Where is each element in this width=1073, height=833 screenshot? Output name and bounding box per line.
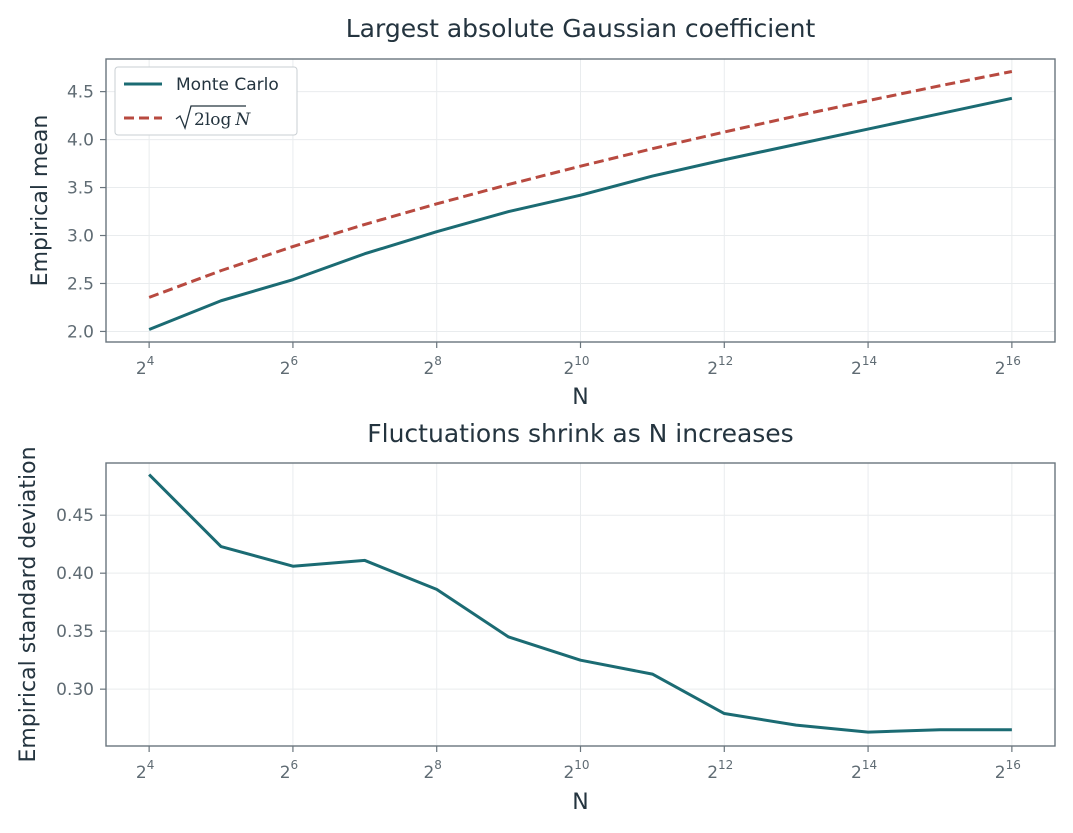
x-tick-base: 2 xyxy=(851,763,862,783)
y-tick-label: 3.5 xyxy=(67,179,94,199)
x-tick-exponent: 12 xyxy=(718,354,733,368)
x-tick-label: 210 xyxy=(563,758,589,783)
x-tick-exponent: 14 xyxy=(862,354,877,368)
x-tick-base: 2 xyxy=(280,763,291,783)
x-tick-label: 210 xyxy=(563,354,589,379)
x-tick-label: 212 xyxy=(707,758,733,783)
x-tick-base: 2 xyxy=(136,359,147,379)
legend-label-1: Monte Carlo xyxy=(176,75,279,95)
x-tick-exponent: 6 xyxy=(291,354,299,368)
y-tick-label: 3.0 xyxy=(67,227,94,247)
series-line-std xyxy=(148,473,1012,734)
x-tick-exponent: 4 xyxy=(147,354,155,368)
x-tick-base: 2 xyxy=(851,359,862,379)
x-tick-label: 214 xyxy=(851,354,877,379)
x-tick-exponent: 4 xyxy=(147,758,155,772)
y-axis-label: Empirical standard deviation xyxy=(16,446,41,762)
x-tick-label: 24 xyxy=(136,758,154,783)
x-tick-base: 2 xyxy=(423,763,434,783)
y-tick-label: 0.40 xyxy=(56,564,94,584)
series-line-monte-carlo xyxy=(148,96,1013,331)
x-tick-exponent: 12 xyxy=(718,758,733,772)
y-tick-label: 0.35 xyxy=(56,622,94,642)
x-tick-base: 2 xyxy=(707,763,718,783)
x-tick-label: 28 xyxy=(423,758,441,783)
y-tick-label: 2.5 xyxy=(67,274,94,294)
x-axis-label: N xyxy=(572,790,588,815)
x-tick-exponent: 16 xyxy=(1006,758,1021,772)
legend: Monte Carlo 2log N xyxy=(114,66,298,136)
x-tick-label: 212 xyxy=(707,354,733,379)
radical-sign xyxy=(175,105,246,130)
y-tick-label: 0.30 xyxy=(56,680,94,700)
x-tick-label: 216 xyxy=(995,758,1021,783)
x-tick-exponent: 8 xyxy=(434,354,442,368)
x-tick-label: 26 xyxy=(280,354,298,379)
x-tick-label: 214 xyxy=(851,758,877,783)
x-tick-base: 2 xyxy=(280,359,291,379)
chart-title: Largest absolute Gaussian coefficient xyxy=(346,14,816,43)
y-tick-label: 4.5 xyxy=(67,83,94,103)
x-tick-exponent: 14 xyxy=(862,758,877,772)
x-tick-base: 2 xyxy=(136,763,147,783)
x-tick-base: 2 xyxy=(995,763,1006,783)
x-tick-base: 2 xyxy=(423,359,434,379)
x-tick-label: 26 xyxy=(280,758,298,783)
y-tick-label: 2.0 xyxy=(67,322,94,342)
y-tick-label: 4.0 xyxy=(67,131,94,151)
x-tick-exponent: 8 xyxy=(434,758,442,772)
x-tick-base: 2 xyxy=(995,359,1006,379)
legend-label-2: 2log N xyxy=(194,110,251,130)
y-tick-label: 0.45 xyxy=(56,506,94,526)
x-tick-exponent: 16 xyxy=(1006,354,1021,368)
series-line--2log-n xyxy=(148,69,1013,299)
x-tick-base: 2 xyxy=(563,763,574,783)
chart-panel-1: 24 26 28 210 212 214 2162.02.53.03.54.04.5Larg… xyxy=(28,14,1056,410)
x-tick-exponent: 10 xyxy=(574,354,589,368)
chart-title: Fluctuations shrink as N increases xyxy=(367,419,793,448)
x-tick-base: 2 xyxy=(707,359,718,379)
x-axis-label: N xyxy=(572,385,588,410)
legend-variable: N xyxy=(234,110,251,130)
x-tick-label: 24 xyxy=(136,354,154,379)
x-tick-label: 28 xyxy=(423,354,441,379)
y-axis-label: Empirical mean xyxy=(28,115,53,287)
x-tick-label: 216 xyxy=(995,354,1021,379)
x-tick-exponent: 6 xyxy=(291,758,299,772)
chart-panel-2: 24 26 28 210 212 214 2160.300.350.400.45Fluctu… xyxy=(16,419,1056,815)
legend-radicand: 2log xyxy=(194,110,231,130)
x-tick-exponent: 10 xyxy=(574,758,589,772)
x-tick-base: 2 xyxy=(563,359,574,379)
